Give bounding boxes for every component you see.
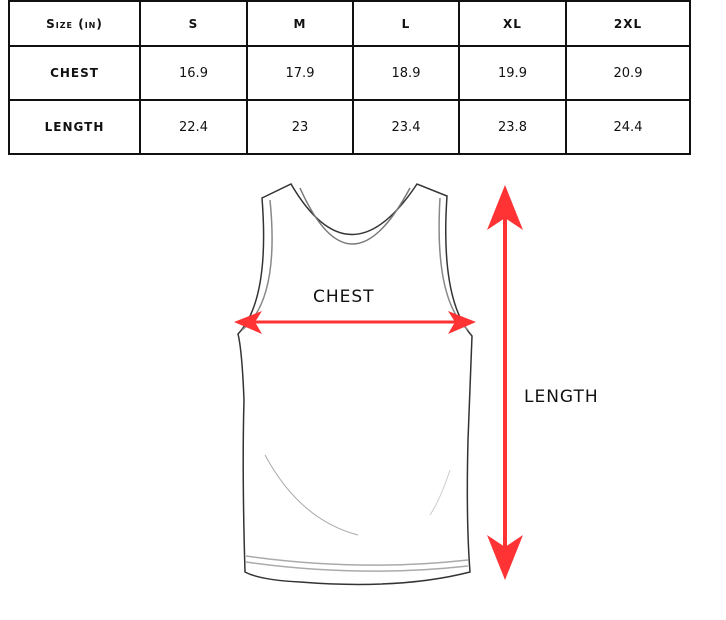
table-cell: 16.9 (139, 45, 248, 101)
table-cell: 17.9 (246, 45, 354, 101)
chest-label: CHEST (313, 287, 375, 307)
table-row: CHEST 16.9 17.9 18.9 19.9 20.9 (8, 45, 691, 101)
chest-arrow (234, 311, 476, 334)
table-cell: 23 (246, 99, 354, 155)
table-cell: 24.4 (565, 99, 691, 155)
tank-top-icon (237, 183, 473, 586)
header-cell: S (139, 0, 248, 47)
row-label: LENGTH (8, 99, 141, 155)
table-row: LENGTH 22.4 23 23.4 23.8 24.4 (8, 99, 691, 155)
table-cell: 23.8 (458, 99, 567, 155)
header-cell: XL (458, 0, 567, 47)
table-cell: 20.9 (565, 45, 691, 101)
size-chart-table: Size (in) S M L XL 2XL CHEST 16.9 17.9 1… (8, 0, 691, 155)
length-arrow (487, 185, 523, 580)
header-cell: Size (in) (8, 0, 141, 47)
table-cell: 22.4 (139, 99, 248, 155)
table-cell: 23.4 (352, 99, 460, 155)
header-cell: L (352, 0, 460, 47)
table-cell: 19.9 (458, 45, 567, 101)
header-cell: 2XL (565, 0, 691, 47)
row-label: CHEST (8, 45, 141, 101)
header-cell: M (246, 0, 354, 47)
table-header-row: Size (in) S M L XL 2XL (8, 0, 691, 47)
length-label: LENGTH (524, 387, 599, 407)
table-cell: 18.9 (352, 45, 460, 101)
